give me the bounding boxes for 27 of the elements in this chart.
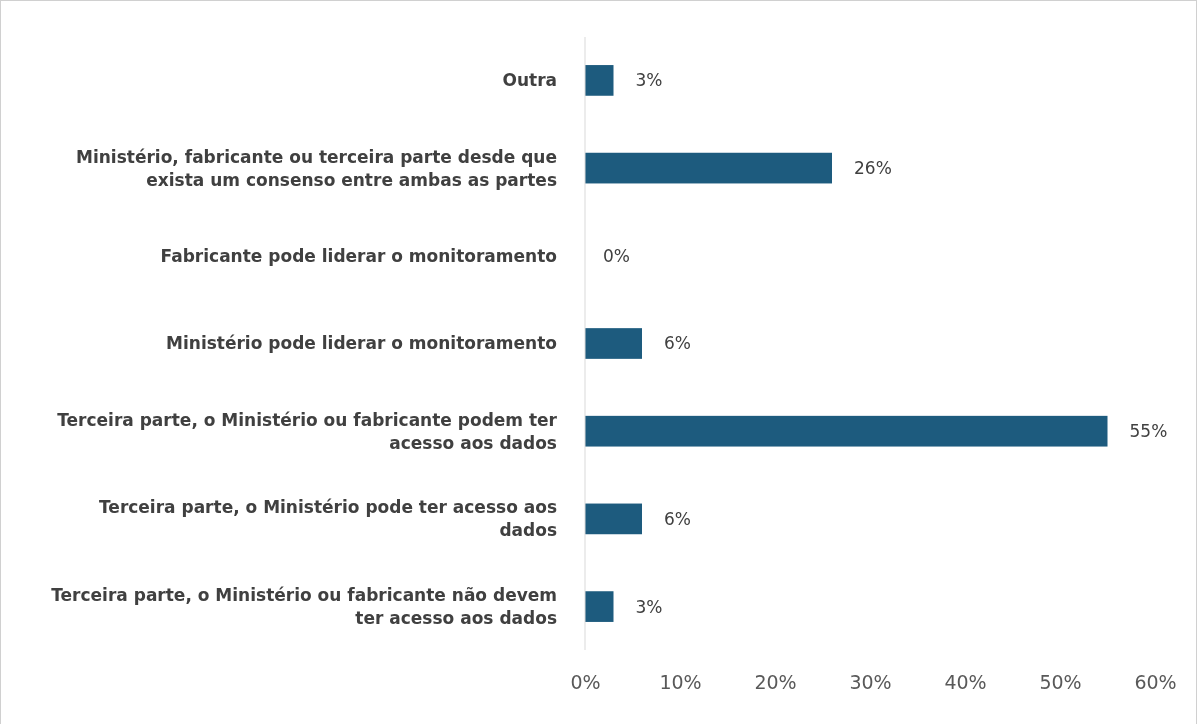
x-tick-label: 60%: [1134, 671, 1177, 694]
data-label: 3%: [635, 596, 663, 617]
y-tick-label: Terceira parte, o Ministério ou fabricante podem ter acesso aos dados: [57, 409, 558, 453]
data-label: 0%: [603, 245, 630, 266]
bar: [585, 328, 642, 359]
x-tick-label: 0%: [570, 671, 601, 694]
y-tick-label: Fabricante pode liderar o monitoramento: [160, 245, 557, 266]
bar: [585, 65, 614, 96]
bar: [585, 503, 642, 535]
data-label: 3%: [635, 70, 663, 91]
y-tick-label: Terceira parte, o Ministério pode ter acesso aos dados: [99, 497, 557, 541]
bar: [585, 152, 832, 184]
y-tick-label: Ministério, fabricante ou terceira parte desde que exista um consenso entre ambas as partes: [76, 146, 557, 190]
data-label: 6%: [664, 333, 691, 354]
x-tick-label: 10%: [659, 671, 702, 694]
data-label: 26%: [854, 158, 892, 179]
x-tick-label: 40%: [944, 671, 987, 694]
data-label: 55%: [1129, 421, 1168, 442]
bar: [585, 591, 614, 622]
x-tick-label: 20%: [754, 671, 797, 694]
x-tick-label: 50%: [1039, 671, 1082, 694]
data-label: 6%: [664, 508, 691, 529]
y-tick-label: Ministério pode liderar o monitoramento: [166, 333, 557, 354]
y-tick-label: Outra: [502, 70, 557, 91]
y-tick-label: Terceira parte, o Ministério ou fabricante não devem ter acesso aos dados: [51, 585, 557, 629]
bar: [585, 415, 1108, 447]
x-tick-label: 30%: [849, 671, 892, 694]
